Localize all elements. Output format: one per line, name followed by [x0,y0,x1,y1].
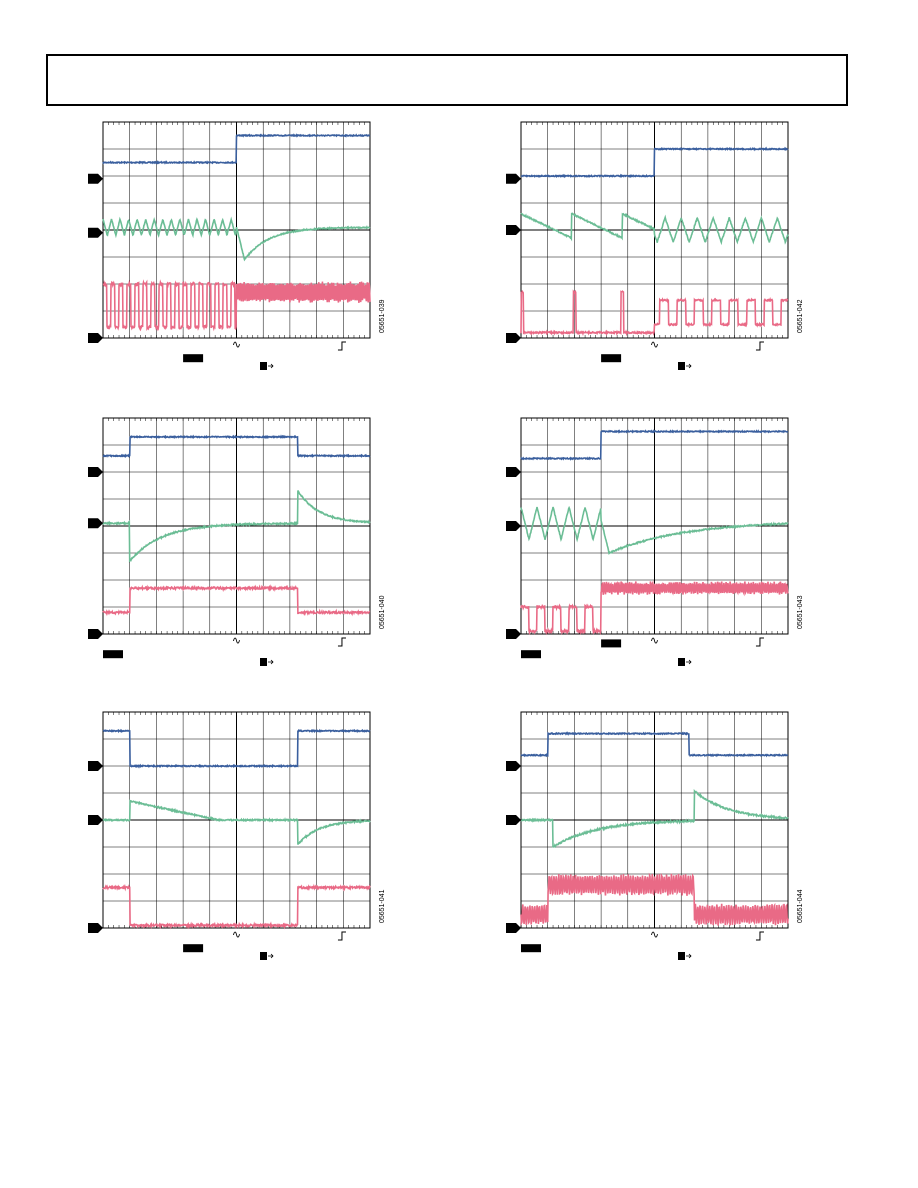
waveform [102,584,371,617]
waveform [102,490,371,563]
trigger-marker [678,362,685,370]
scope-figure: ∿ 05651-040 [88,417,386,666]
ground-marker [506,815,521,825]
ground-marker [506,521,521,531]
trigger-marker [678,658,685,666]
edge-symbol [755,341,764,351]
ground-marker [88,761,103,771]
scope-label-box [601,639,622,648]
ground-marker [506,333,521,343]
ground-marker [506,467,521,477]
scope-figure: ∿ 05651-043 [506,417,804,666]
trigger-arrow [268,363,274,369]
ac-symbol: ∿ [232,929,241,941]
waveform [520,872,789,926]
ground-marker [88,333,103,343]
ground-marker [88,467,103,477]
ac-symbol: ∿ [650,339,659,351]
ground-marker [88,629,103,639]
ground-marker [506,629,521,639]
header-box [46,54,848,106]
trigger-arrow [268,659,274,665]
ground-marker [88,173,103,184]
trigger-arrow [686,363,692,369]
scope-label-box [183,354,204,363]
ground-marker [88,518,103,529]
figure-id: 05651-044 [797,889,804,923]
trigger-arrow [686,659,692,665]
trigger-marker [260,658,267,666]
waveform [102,216,371,262]
ground-marker [88,923,103,933]
waveform [520,146,789,179]
scope-label-box [601,354,622,363]
scope-label-box [521,944,541,953]
waveform [520,505,789,555]
trigger-marker [260,362,267,370]
trigger-arrow [686,953,692,959]
edge-symbol [755,637,764,647]
edge-symbol [337,931,346,941]
waveform [102,728,371,769]
trigger-marker [260,952,267,960]
scope-figure: ∿ 05651-041 [88,711,386,960]
waveform [520,788,789,849]
waveform [102,133,371,165]
ac-symbol: ∿ [650,635,659,647]
ground-marker [506,761,521,771]
waveform [102,883,371,930]
ac-symbol: ∿ [232,339,241,351]
edge-symbol [755,931,764,941]
scope-figure: ∿ 05651-044 [506,711,804,960]
waveform [102,434,371,458]
ground-marker [506,173,521,184]
trigger-arrow [268,953,274,959]
figure-id: 05651-042 [797,299,804,333]
ac-symbol: ∿ [232,635,241,647]
waveform [520,580,789,636]
figure-id: 05651-043 [797,595,804,629]
scope-label-box [183,944,204,953]
trigger-marker [678,952,685,960]
waveform [520,212,789,246]
ground-marker [88,815,103,825]
figure-id: 05651-039 [379,299,386,333]
ground-marker [506,225,521,235]
scope-label-box [521,650,541,659]
scope-figure: ∿ 05651-039 [88,121,386,370]
edge-symbol [337,341,346,351]
waveform [520,289,789,337]
scope-figure: ∿ 05651-042 [506,121,804,370]
ground-marker [506,923,521,933]
waveform [520,429,789,461]
ac-symbol: ∿ [650,929,659,941]
ground-marker [88,227,103,238]
scope-label-box [103,650,123,659]
figure-id: 05651-040 [379,595,386,629]
waveform [520,731,788,758]
edge-symbol [337,637,346,647]
figure-id: 05651-041 [379,889,386,923]
waveform [102,799,371,845]
waveform [102,279,371,332]
